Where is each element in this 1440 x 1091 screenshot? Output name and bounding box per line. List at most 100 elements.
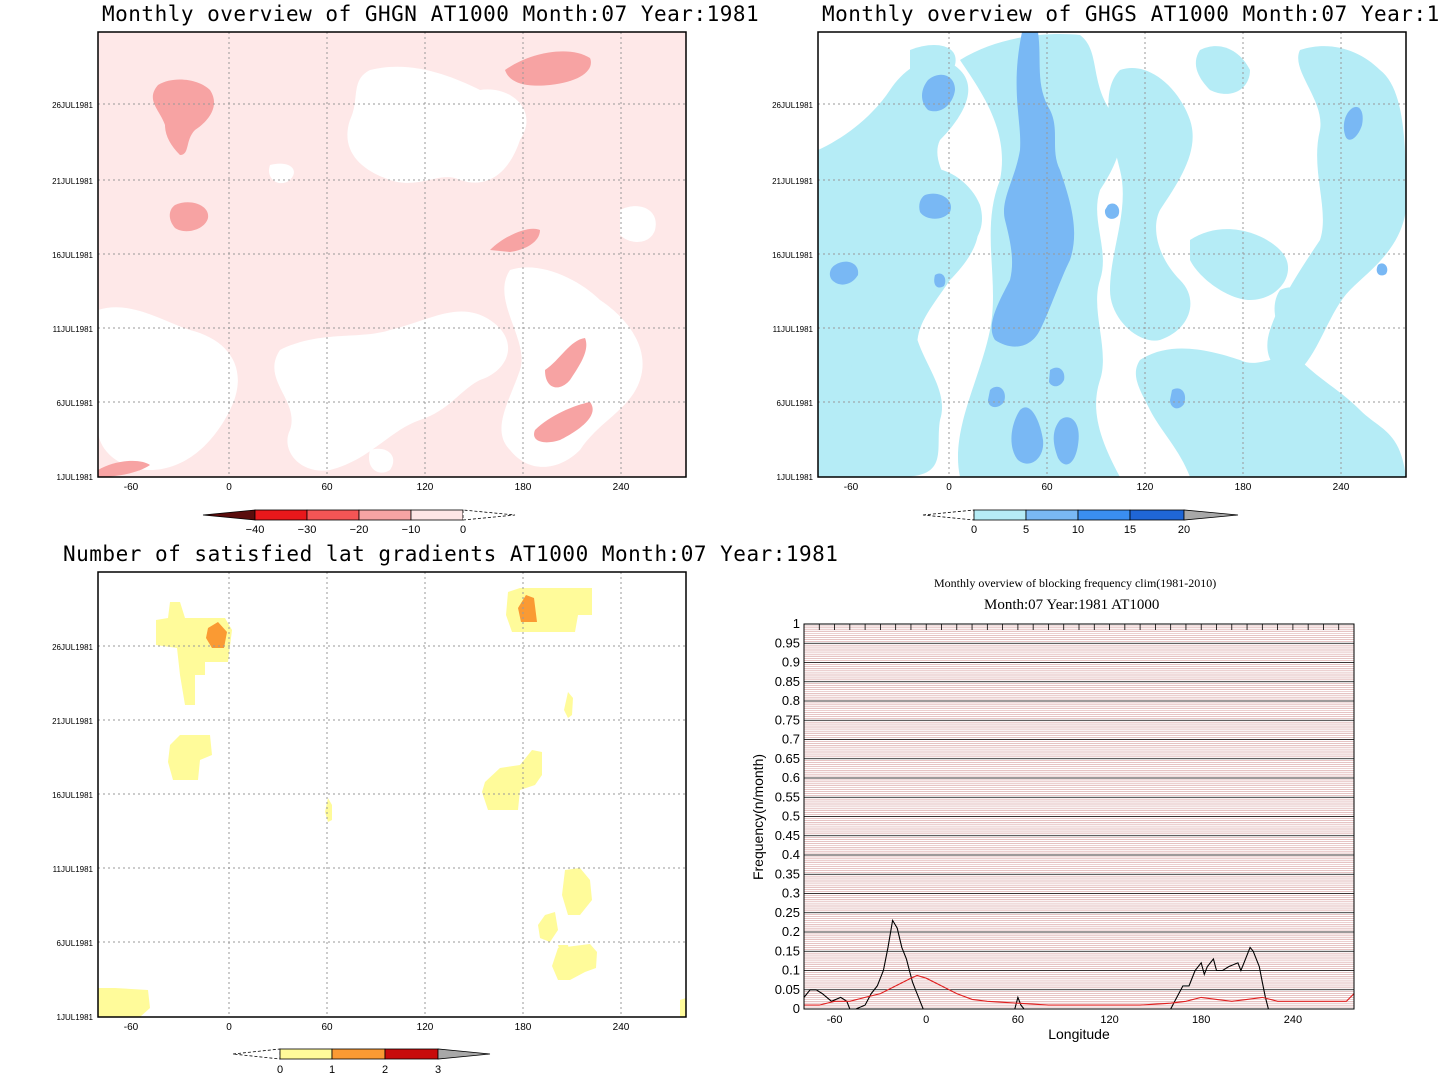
colorbar-label: −20 bbox=[350, 524, 369, 536]
y-tick-label: 21JUL1981 bbox=[52, 177, 93, 186]
colorbar-label: 0 bbox=[460, 524, 466, 536]
ghgn-contour-fill bbox=[98, 51, 656, 477]
x-tick-label: 60 bbox=[1041, 482, 1053, 493]
blocking-chart-title: Monthly overview of blocking frequency c… bbox=[934, 576, 1217, 590]
y-tick-label: 1JUL1981 bbox=[57, 473, 94, 482]
y-tick-label: 1 bbox=[793, 616, 800, 631]
y-tick-label: 26JUL1981 bbox=[52, 101, 93, 110]
plot-ticks bbox=[803, 624, 1355, 630]
y-tick-label: 0.85 bbox=[775, 674, 800, 689]
y-tick-label: 0.75 bbox=[775, 712, 800, 727]
x-tick-label: 120 bbox=[1137, 482, 1154, 493]
ghgs-contour-fill bbox=[818, 32, 1406, 477]
y-tick-labels: 0 0.05 0.1 0.15 0.2 0.25 0.3 0.35 0.4 0.45 0.5 0.55… bbox=[775, 616, 800, 1016]
y-tick-label: 0.2 bbox=[782, 924, 800, 939]
x-tick-label: 0 bbox=[226, 482, 232, 493]
blocking-chart-subtitle: Month:07 Year:1981 AT1000 bbox=[984, 597, 1160, 613]
colorbar-label: 3 bbox=[435, 1064, 441, 1076]
colorbar-label: 20 bbox=[1178, 524, 1190, 536]
y-tick-label: 0.9 bbox=[782, 655, 800, 670]
ghgs-colorbar: 0 5 10 15 20 bbox=[922, 509, 1239, 536]
y-tick-label: 0.05 bbox=[775, 982, 800, 997]
lat-gradients-contour-fill bbox=[98, 588, 686, 1017]
colorbar-label: 0 bbox=[971, 524, 977, 536]
x-tick-label: 240 bbox=[1284, 1014, 1302, 1026]
plot-gridlines bbox=[804, 623, 1354, 1010]
colorbar-label: 0 bbox=[277, 1064, 283, 1076]
y-tick-label: 0.7 bbox=[782, 732, 800, 747]
lat-gradients-gridlines bbox=[98, 572, 686, 1017]
y-tick-label: 26JUL1981 bbox=[772, 101, 813, 110]
y-tick-label: 21JUL1981 bbox=[52, 717, 93, 726]
y-tick-label: 0.65 bbox=[775, 751, 800, 766]
x-tick-label: 60 bbox=[321, 1022, 333, 1033]
y-tick-label: 0.3 bbox=[782, 886, 800, 901]
y-tick-label: 0.6 bbox=[782, 770, 800, 785]
y-tick-label: 0.5 bbox=[782, 809, 800, 824]
x-tick-label: 120 bbox=[417, 1022, 434, 1033]
x-axis-label: Longitude bbox=[1048, 1026, 1110, 1042]
colorbar-label: 1 bbox=[329, 1064, 335, 1076]
x-tick-label: 60 bbox=[1012, 1014, 1024, 1026]
ghgn-gridlines bbox=[98, 32, 686, 477]
y-tick-label: 0.8 bbox=[782, 693, 800, 708]
colorbar-label: 15 bbox=[1124, 524, 1136, 536]
x-tick-labels: -60 0 60 120 180 240 bbox=[827, 1014, 1302, 1026]
colorbar-label: −10 bbox=[402, 524, 421, 536]
x-tick-label: 60 bbox=[321, 482, 333, 493]
y-tick-label: 0.15 bbox=[775, 943, 800, 958]
x-tick-label: 180 bbox=[515, 1022, 532, 1033]
lat-gradients-colorbar: 0 1 2 3 bbox=[232, 1048, 491, 1076]
y-tick-label: 0.4 bbox=[782, 847, 800, 862]
y-tick-label: 11JUL1981 bbox=[773, 325, 814, 334]
x-tick-label: 240 bbox=[613, 1022, 630, 1033]
ghgs-gridlines bbox=[818, 32, 1406, 477]
y-tick-label: 0.1 bbox=[782, 963, 800, 978]
colorbar-label: −40 bbox=[246, 524, 265, 536]
y-tick-label: 0.45 bbox=[775, 828, 800, 843]
colorbar-label: 2 bbox=[382, 1064, 388, 1076]
y-tick-label: 0.35 bbox=[775, 866, 800, 881]
y-tick-label: 0 bbox=[793, 1001, 800, 1016]
x-tick-label: -60 bbox=[124, 1022, 139, 1033]
y-tick-label: 21JUL1981 bbox=[772, 177, 813, 186]
y-tick-label: 11JUL1981 bbox=[53, 865, 94, 874]
y-axis-label: Frequency(n/month) bbox=[750, 754, 766, 880]
y-tick-label: 16JUL1981 bbox=[52, 791, 93, 800]
series-line bbox=[804, 974, 1355, 1006]
x-tick-label: 240 bbox=[613, 482, 630, 493]
x-tick-label: 180 bbox=[1192, 1014, 1210, 1026]
x-tick-label: 180 bbox=[1235, 482, 1252, 493]
lat-gradients-panel-title: Number of satisfied lat gradients AT1000… bbox=[63, 542, 839, 566]
colorbar-label: −30 bbox=[298, 524, 317, 536]
ghgs-contour-plot: -60 0 60 120 180 240 1JUL1981 6JUL1981 1… bbox=[772, 31, 1407, 493]
ghgn-panel-title: Monthly overview of GHGN AT1000 Month:07… bbox=[102, 2, 760, 26]
ghgs-panel-title: Monthly overview of GHGS AT1000 Month:07… bbox=[822, 2, 1440, 26]
ghgn-colorbar: −40 −30 −20 −10 0 bbox=[202, 509, 516, 536]
y-tick-label: 0.25 bbox=[775, 905, 800, 920]
x-tick-label: 0 bbox=[923, 1014, 929, 1026]
x-tick-label: -60 bbox=[124, 482, 139, 493]
y-tick-label: 1JUL1981 bbox=[57, 1013, 94, 1022]
x-tick-label: -60 bbox=[844, 482, 859, 493]
ghgn-contour-plot: -60 0 60 120 180 240 1JUL1981 6JUL1981 1… bbox=[52, 31, 687, 493]
y-tick-label: 6JUL1981 bbox=[777, 399, 814, 408]
y-tick-label: 16JUL1981 bbox=[772, 251, 813, 260]
y-tick-label: 1JUL1981 bbox=[777, 473, 814, 482]
colorbar-label: 5 bbox=[1023, 524, 1029, 536]
x-tick-label: 240 bbox=[1333, 482, 1350, 493]
y-tick-label: 6JUL1981 bbox=[57, 939, 94, 948]
x-tick-label: -60 bbox=[827, 1014, 843, 1026]
blocking-frequency-chart: 0 0.05 0.1 0.15 0.2 0.25 0.3 0.35 0.4 0.45 0.5 0.55… bbox=[750, 616, 1355, 1042]
x-tick-label: 0 bbox=[226, 1022, 232, 1033]
x-tick-label: 0 bbox=[946, 482, 952, 493]
lat-gradients-contour-plot: -60 0 60 120 180 240 1JUL1981 6JUL1981 1… bbox=[52, 571, 687, 1033]
plot-frame bbox=[803, 623, 1355, 1010]
y-tick-label: 0.95 bbox=[775, 635, 800, 650]
y-tick-label: 6JUL1981 bbox=[57, 399, 94, 408]
y-tick-label: 16JUL1981 bbox=[52, 251, 93, 260]
y-tick-label: 26JUL1981 bbox=[52, 643, 93, 652]
x-tick-label: 180 bbox=[515, 482, 532, 493]
x-tick-label: 120 bbox=[417, 482, 434, 493]
y-tick-label: 11JUL1981 bbox=[53, 325, 94, 334]
